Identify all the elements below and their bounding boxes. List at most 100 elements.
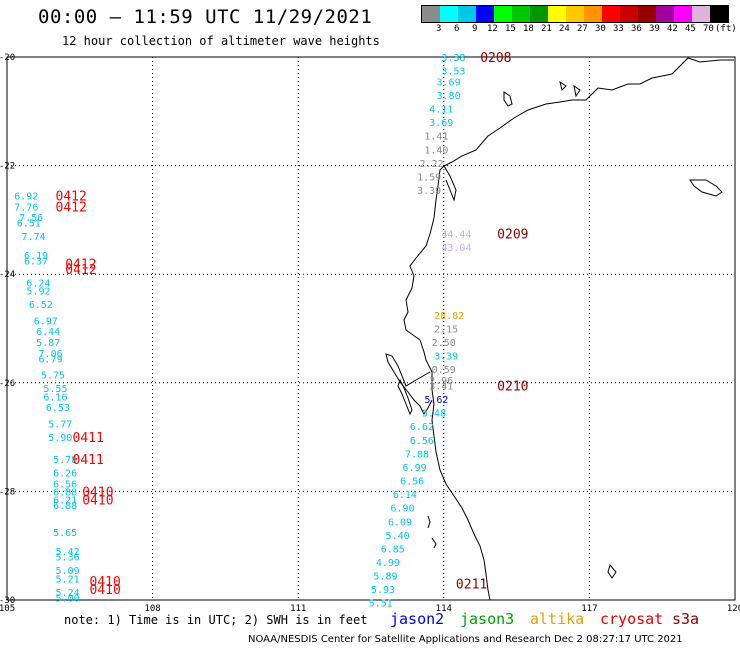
lat-tick-label: -28 — [0, 487, 15, 497]
legend-altika: altika — [530, 610, 585, 628]
scale-swatch — [710, 6, 728, 22]
scale-label: 36 — [631, 24, 642, 34]
scale-swatch — [584, 6, 602, 22]
wave-height-value: 1.59 — [417, 172, 441, 183]
lat-tick-label: -30 — [0, 596, 15, 606]
page-title: 00:00 – 11:59 UTC 11/29/2021 — [38, 6, 373, 28]
wave-height-value: 3.80 — [437, 91, 461, 102]
scale-swatch — [620, 6, 638, 22]
legend-s3a: s3a — [672, 610, 700, 628]
wave-height-value: 6.92 — [14, 191, 38, 202]
scale-label: 12 — [487, 24, 498, 34]
wave-height-value: 0.59 — [432, 365, 456, 376]
scale-swatch — [512, 6, 530, 22]
scale-label: 42 — [667, 24, 678, 34]
scale-label: 3 — [436, 24, 442, 34]
abrolhos-islands — [427, 515, 437, 549]
wave-height-value: 3.39 — [434, 352, 458, 363]
units-note: note: 1) Time is in UTC; 2) SWH is in fe… — [64, 613, 368, 627]
wave-height-value: 3.53 — [441, 67, 465, 78]
pass-time-label: 0411 — [73, 431, 104, 446]
pass-time-label: 0410 — [82, 494, 113, 509]
scale-swatch — [530, 6, 548, 22]
wave-height-value: 5.75 — [41, 371, 65, 382]
scale-label: 9 — [472, 24, 478, 34]
wave-height-value: 5.93 — [371, 585, 395, 596]
scale-label: 15 — [505, 24, 516, 34]
wave-height-value: 6.44 — [36, 327, 60, 338]
lat-tick-label: -22 — [0, 162, 15, 172]
wave-height-value: 6.24 — [26, 278, 50, 289]
scale-swatch — [638, 6, 656, 22]
wave-height-value: 3.69 — [429, 118, 453, 129]
wave-height-value: 43.04 — [441, 243, 471, 254]
lon-tick-label: 120 — [727, 604, 740, 614]
wave-height-value: 5.51 — [369, 599, 393, 610]
legend-jason3: jason3 — [460, 610, 515, 628]
wave-height-value: 5.92 — [26, 286, 50, 297]
scale-label: 24 — [559, 24, 570, 34]
lon-tick-label: 108 — [144, 604, 160, 614]
wave-height-value: 6.99 — [403, 463, 427, 474]
scott-reef — [607, 563, 617, 579]
pass-time-label: 0209 — [497, 227, 528, 242]
pass-time-label: 0211 — [456, 578, 487, 593]
wave-height-value: 5.48 — [422, 409, 446, 420]
wave-height-value: 6.09 — [388, 517, 412, 528]
pass-time-labels: 0208020902100211041204120412041204110411… — [56, 51, 529, 598]
lat-tick-label: -26 — [0, 379, 15, 389]
wave-height-value: 44.44 — [441, 229, 471, 240]
wave-height-value: 5.24 — [56, 588, 80, 599]
lon-tick-label: 105 — [0, 604, 15, 614]
pass-time-label: 0412 — [56, 189, 87, 204]
wave-height-value: 3.69 — [437, 77, 461, 88]
scale-swatch — [458, 6, 476, 22]
wave-height-value: 5.89 — [373, 572, 397, 583]
wave-height-value: 6.26 — [53, 468, 77, 479]
scale-swatch — [440, 6, 458, 22]
wave-height-value: 3.41 — [429, 382, 453, 393]
pass-time-label: 0412 — [65, 257, 96, 272]
scale-label: 21 — [541, 24, 552, 34]
rowley-shoals — [689, 179, 723, 197]
wave-height-value: 4.11 — [429, 105, 453, 116]
legend-jason2: jason2 — [390, 610, 445, 628]
wave-height-value: 6.79 — [39, 354, 63, 365]
exmouth-gulf — [443, 165, 457, 202]
wave-height-value: 5.55 — [43, 384, 67, 395]
wave-height-value: 3.39 — [417, 186, 441, 197]
wave-height-value: 6.56 — [400, 477, 424, 488]
montebello-islands — [559, 80, 581, 98]
pass-time-label: 0411 — [73, 453, 104, 468]
scale-label: (ft) — [715, 24, 737, 34]
wave-height-value: 6.37 — [24, 257, 48, 268]
wave-height-value: 5.87 — [36, 338, 60, 349]
wave-height-value: 6.56 — [410, 436, 434, 447]
wave-height-value: 6.21 — [53, 496, 77, 507]
wave-height-value: 2.15 — [434, 325, 458, 336]
wave-height-value: 6.56 — [53, 479, 77, 490]
legend-cryosat: cryosat — [600, 610, 664, 628]
scale-swatch — [422, 6, 440, 22]
axis-labels: 105 108 111 114 117 120 -20 -22 -24 -26 -28 -30 — [0, 53, 740, 614]
wave-height-value: 6.97 — [34, 316, 58, 327]
scale-label: 6 — [454, 24, 460, 34]
scale-swatch — [656, 6, 674, 22]
scale-swatch — [548, 6, 566, 22]
wave-height-value: 28.82 — [434, 311, 464, 322]
pass-time-label: 0412 — [65, 263, 96, 278]
wave-height-value: 6.88 — [53, 487, 77, 498]
australia-coastline — [403, 57, 734, 601]
color-scale — [421, 5, 729, 23]
wave-height-value: 5.40 — [386, 531, 410, 542]
pass-time-label: 0208 — [480, 51, 511, 66]
wave-height-value: 5.77 — [48, 420, 72, 431]
scale-label: 70 — [703, 24, 714, 34]
scale-label: 39 — [649, 24, 660, 34]
scale-label: 33 — [613, 24, 624, 34]
wave-height-value: 6.51 — [17, 219, 41, 230]
shark-bay — [385, 353, 433, 415]
pass-time-label: 0412 — [56, 200, 87, 215]
wave-height-value: 5.65 — [53, 528, 77, 539]
